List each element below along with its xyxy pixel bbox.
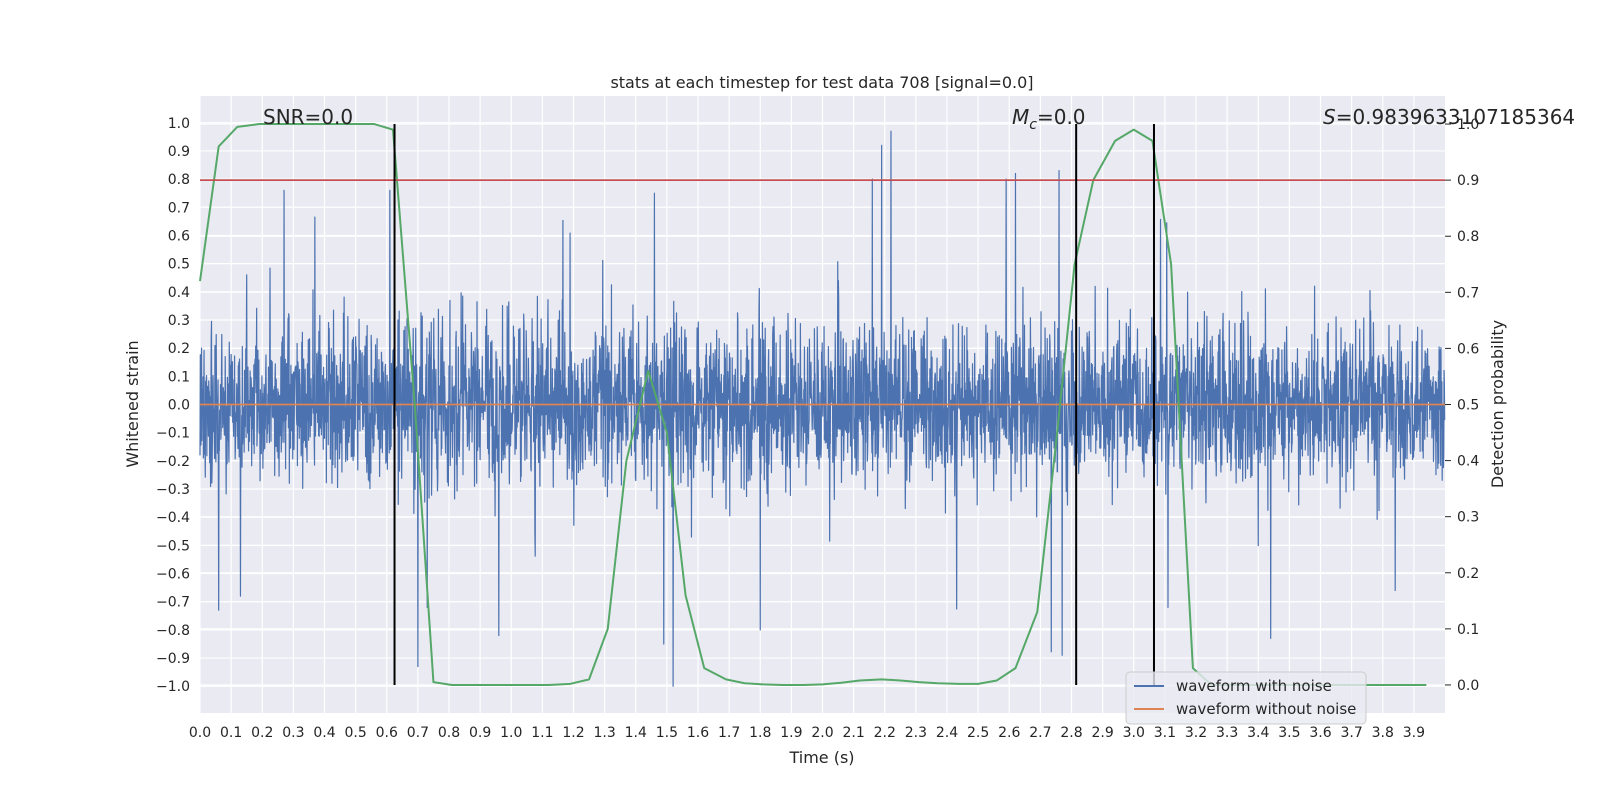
mc-subscript: c (1029, 117, 1037, 133)
legend-box (1125, 671, 1367, 725)
y2-tick-label: 0.1 (1457, 622, 1479, 638)
x-tick-label: 1.5 (656, 725, 678, 741)
x-tick-label: 2.7 (1029, 725, 1051, 741)
y-tick-label: −0.9 (156, 651, 190, 667)
y2-tick-label: 0.6 (1457, 341, 1479, 357)
y-tick-label: −0.1 (156, 426, 190, 442)
mc-annotation: Mc=0.0 (1012, 105, 1086, 133)
y-tick-label: 1.0 (168, 116, 190, 132)
y-tick-label: −0.4 (156, 510, 190, 526)
x-tick-label: 1.1 (531, 725, 553, 741)
x-tick-label: 2.1 (842, 725, 864, 741)
y2-axis-ticks: 1.0 0.9 0.8 0.7 0.6 0.5 0.4 0.3 0.2 0.1 0.0 (1445, 117, 1479, 694)
s-annotation: S=0.9839633107185364 (1323, 105, 1575, 129)
x-axis-label: Time (s) (788, 748, 854, 767)
legend: waveform with noise waveform without noi… (1125, 671, 1367, 725)
y2-tick-label: 0.2 (1457, 566, 1479, 582)
y-axis-ticks: 1.0 0.9 0.8 0.7 0.6 0.5 0.4 0.3 0.2 0.1 0.0 −0.1 −0.… (156, 116, 190, 695)
x-tick-label: 0.3 (282, 725, 304, 741)
y2-tick-label: 0.0 (1457, 678, 1479, 694)
x-tick-label: 3.3 (1216, 725, 1238, 741)
y2-tick-label: 0.9 (1457, 173, 1479, 189)
y2-tick-label: 0.5 (1457, 398, 1479, 414)
marker-lines (393, 124, 1155, 685)
x-tick-label: 2.6 (998, 725, 1020, 741)
y-tick-label: −1.0 (156, 679, 190, 695)
y-tick-label: −0.7 (156, 595, 190, 611)
x-tick-label: 2.8 (1060, 725, 1082, 741)
x-tick-label: 0.2 (251, 725, 273, 741)
x-tick-label: 3.0 (1123, 725, 1145, 741)
x-tick-label: 2.5 (967, 725, 989, 741)
x-tick-label: 3.7 (1340, 725, 1362, 741)
x-axis-ticks: 0.0 0.1 0.2 0.3 0.4 0.5 0.6 0.7 0.8 0.9 1.0 1.1 1.2 1… (189, 725, 1425, 741)
x-tick-label: 3.8 (1372, 725, 1394, 741)
x-tick-label: 1.8 (749, 725, 771, 741)
y-axis-label: Whitened strain (123, 340, 142, 467)
y2-tick-label: 0.7 (1457, 285, 1479, 301)
y-tick-label: 0.4 (168, 285, 190, 301)
x-tick-label: 1.9 (780, 725, 802, 741)
y-tick-label: 0.1 (168, 369, 190, 385)
y-tick-label: 0.8 (168, 172, 190, 188)
x-tick-label: 0.8 (438, 725, 460, 741)
x-tick-label: 3.9 (1403, 725, 1425, 741)
x-tick-label: 3.5 (1278, 725, 1300, 741)
y-tick-label: 0.7 (168, 200, 190, 216)
x-tick-label: 2.9 (1091, 725, 1113, 741)
noise-series (199, 130, 1446, 687)
x-tick-label: 0.9 (469, 725, 491, 741)
y-tick-label: −0.6 (156, 567, 190, 583)
x-tick-label: 1.3 (593, 725, 615, 741)
x-tick-label: 1.0 (500, 725, 522, 741)
x-tick-label: 0.4 (313, 725, 335, 741)
chart-title: stats at each timestep for test data 708… (610, 73, 1033, 92)
x-tick-label: 3.2 (1185, 725, 1207, 741)
x-tick-label: 2.3 (905, 725, 927, 741)
x-tick-label: 1.2 (562, 725, 584, 741)
y2-tick-label: 0.3 (1457, 510, 1479, 526)
y-tick-label: 0.9 (168, 144, 190, 160)
y2-tick-label: 0.8 (1457, 229, 1479, 245)
mc-symbol: M (1012, 105, 1029, 129)
y2-axis-label: Detection probability (1488, 320, 1507, 488)
y-tick-label: −0.8 (156, 623, 190, 639)
x-tick-label: 0.7 (407, 725, 429, 741)
x-tick-label: 2.2 (874, 725, 896, 741)
y2-tick-label: 0.4 (1457, 454, 1479, 470)
x-tick-label: 0.5 (344, 725, 366, 741)
x-tick-label: 0.1 (220, 725, 242, 741)
y-tick-label: −0.5 (156, 538, 190, 554)
y-tick-label: 0.0 (168, 398, 190, 414)
x-tick-label: 3.1 (1154, 725, 1176, 741)
y2-tick-label: 1.0 (1457, 117, 1479, 133)
s-value: =0.9839633107185364 (1336, 105, 1575, 129)
mc-value: =0.0 (1037, 105, 1086, 129)
noise-line (199, 130, 1446, 687)
y-tick-label: 0.2 (168, 341, 190, 357)
x-tick-label: 2.0 (811, 725, 833, 741)
y-tick-label: 0.3 (168, 313, 190, 329)
x-tick-label: 0.0 (189, 725, 211, 741)
x-tick-label: 2.4 (936, 725, 958, 741)
y-tick-label: −0.2 (156, 454, 190, 470)
legend-label-clean: waveform without noise (1176, 700, 1356, 718)
x-tick-label: 1.4 (625, 725, 647, 741)
s-symbol: S (1323, 105, 1336, 129)
x-tick-label: 3.6 (1309, 725, 1331, 741)
y-tick-label: 0.6 (168, 228, 190, 244)
x-tick-label: 1.7 (718, 725, 740, 741)
x-tick-label: 0.6 (376, 725, 398, 741)
snr-annotation: SNR=0.0 (263, 105, 353, 129)
legend-label-noise: waveform with noise (1176, 677, 1332, 695)
x-tick-label: 1.6 (687, 725, 709, 741)
x-tick-label: 3.4 (1247, 725, 1269, 741)
y-tick-label: −0.3 (156, 482, 190, 498)
y-tick-label: 0.5 (168, 257, 190, 273)
